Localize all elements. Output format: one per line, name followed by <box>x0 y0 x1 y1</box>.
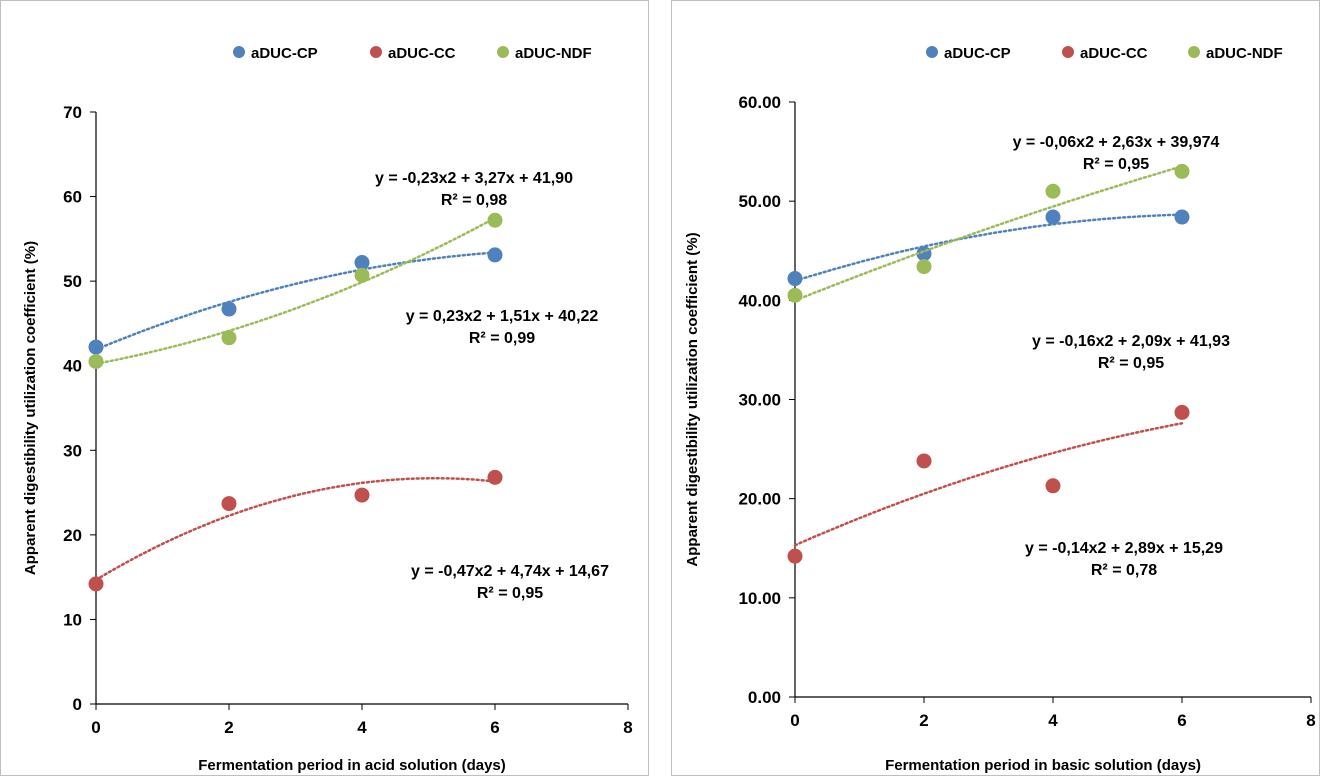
y-tick-label: 50.00 <box>738 192 781 211</box>
y-tick-label: 0.00 <box>748 688 781 707</box>
trend-equation: y = -0,06x2 + 2,63x + 39,974 <box>1013 134 1220 151</box>
point-aduc-ndf <box>787 287 803 303</box>
point-aduc-cc <box>1174 404 1190 420</box>
y-tick-label: 20.00 <box>738 490 781 509</box>
trendline-aduc-ndf <box>793 165 1184 302</box>
r-squared-label: R² = 0,98 <box>441 192 507 209</box>
x-tick-label: 4 <box>357 718 367 737</box>
r-squared-label: R² = 0,78 <box>1091 562 1157 579</box>
x-tick-label: 8 <box>1306 711 1315 730</box>
legend-marker-aduc-cc <box>1062 46 1074 58</box>
legend-box <box>916 32 1312 72</box>
point-aduc-cp <box>88 339 104 355</box>
trend-equation: y = -0,14x2 + 2,89x + 15,29 <box>1025 540 1223 557</box>
x-tick-label: 0 <box>790 711 799 730</box>
point-aduc-ndf <box>354 267 370 283</box>
x-tick-label: 6 <box>490 718 499 737</box>
point-aduc-ndf <box>88 353 104 369</box>
legend-label-aduc-cp: aDUC-CP <box>944 45 1011 62</box>
point-aduc-cc <box>916 453 932 469</box>
y-tick-label: 40 <box>63 357 82 376</box>
r-squared-label: R² = 0,99 <box>469 330 535 347</box>
point-aduc-cc <box>221 496 237 512</box>
y-tick-label: 60 <box>63 188 82 207</box>
trendline-aduc-ndf <box>94 216 497 366</box>
legend-label-aduc-cp: aDUC-CP <box>251 45 318 62</box>
point-aduc-ndf <box>1174 163 1190 179</box>
trendline-aduc-cp <box>94 251 497 351</box>
point-aduc-cc <box>88 576 104 592</box>
chart-panel-basic: 0.00 10.00 20.00 30.00 40.00 50.00 60.00 0 2 4 6 8 F… <box>671 0 1320 776</box>
y-tick-label: 50 <box>63 272 82 291</box>
legend-box <box>223 32 629 72</box>
point-aduc-ndf <box>487 212 503 228</box>
x-tick-label: 8 <box>623 718 632 737</box>
r-squared-label: R² = 0,95 <box>1098 355 1164 372</box>
point-aduc-cp <box>1174 209 1190 225</box>
x-tick-label: 0 <box>91 718 100 737</box>
legend-marker-aduc-ndf <box>1188 46 1200 58</box>
legend-label-aduc-ndf: aDUC-NDF <box>1206 45 1283 62</box>
point-aduc-ndf <box>916 259 932 275</box>
legend-label-aduc-ndf: aDUC-NDF <box>515 45 592 62</box>
point-aduc-cc <box>1045 478 1061 494</box>
point-aduc-ndf <box>221 330 237 346</box>
y-tick-label: 20 <box>63 526 82 545</box>
r-squared-label: R² = 0,95 <box>1083 156 1149 173</box>
point-aduc-cp <box>1045 209 1061 225</box>
x-tick-label: 2 <box>919 711 928 730</box>
point-aduc-cp <box>487 247 503 263</box>
x-axis-title: Fermentation period in acid solution (da… <box>198 757 506 774</box>
trend-equation: y = 0,23x2 + 1,51x + 40,22 <box>406 308 599 325</box>
y-tick-label: 70 <box>63 103 82 122</box>
y-tick-label: 60.00 <box>738 93 781 112</box>
legend-label-aduc-cc: aDUC-CC <box>388 45 456 62</box>
x-tick-label: 6 <box>1177 711 1186 730</box>
x-tick-label: 4 <box>1048 711 1058 730</box>
point-aduc-cp <box>221 301 237 317</box>
trend-equation: y = -0,16x2 + 2,09x + 41,93 <box>1032 333 1230 350</box>
y-tick-label: 10.00 <box>738 589 781 608</box>
trend-equation: y = -0,47x2 + 4,74x + 14,67 <box>411 563 609 580</box>
y-tick-label: 10 <box>63 610 82 629</box>
point-aduc-cc <box>354 487 370 503</box>
point-aduc-ndf <box>1045 183 1061 199</box>
x-tick-label: 2 <box>224 718 233 737</box>
y-axis-title: Apparent digestibility utilization coeff… <box>22 241 39 575</box>
legend-marker-aduc-ndf <box>497 46 509 58</box>
x-axis-title: Fermentation period in basic solution (d… <box>885 757 1201 774</box>
chart-basic: 0.00 10.00 20.00 30.00 40.00 50.00 60.00 0 2 4 6 8 F… <box>684 32 1316 774</box>
y-tick-label: 30 <box>63 441 82 460</box>
trendline-aduc-cc <box>94 476 497 582</box>
legend-label-aduc-cc: aDUC-CC <box>1080 45 1148 62</box>
legend-marker-aduc-cc <box>370 46 382 58</box>
y-tick-label: 40.00 <box>738 291 781 310</box>
legend-marker-aduc-cp <box>233 46 245 58</box>
trendline-aduc-cp <box>793 213 1184 283</box>
legend-marker-aduc-cp <box>926 46 938 58</box>
point-aduc-cc <box>787 548 803 564</box>
y-tick-label: 30.00 <box>738 391 781 410</box>
chart-panel-acid: 0 10 20 30 40 50 60 70 0 2 4 6 8 Fermentation period … <box>0 0 649 776</box>
r-squared-label: R² = 0,95 <box>477 585 543 602</box>
y-tick-label: 0 <box>73 695 82 714</box>
y-axis-title: Apparent digestibility utilization coeff… <box>684 232 701 566</box>
trend-equation: y = -0,23x2 + 3,27x + 41,90 <box>375 170 573 187</box>
point-aduc-cc <box>487 469 503 485</box>
point-aduc-cp <box>787 271 803 287</box>
point-aduc-cp <box>354 255 370 271</box>
chart-acid: 0 10 20 30 40 50 60 70 0 2 4 6 8 Fermentation period … <box>22 32 633 774</box>
trendline-aduc-cc <box>793 422 1184 547</box>
